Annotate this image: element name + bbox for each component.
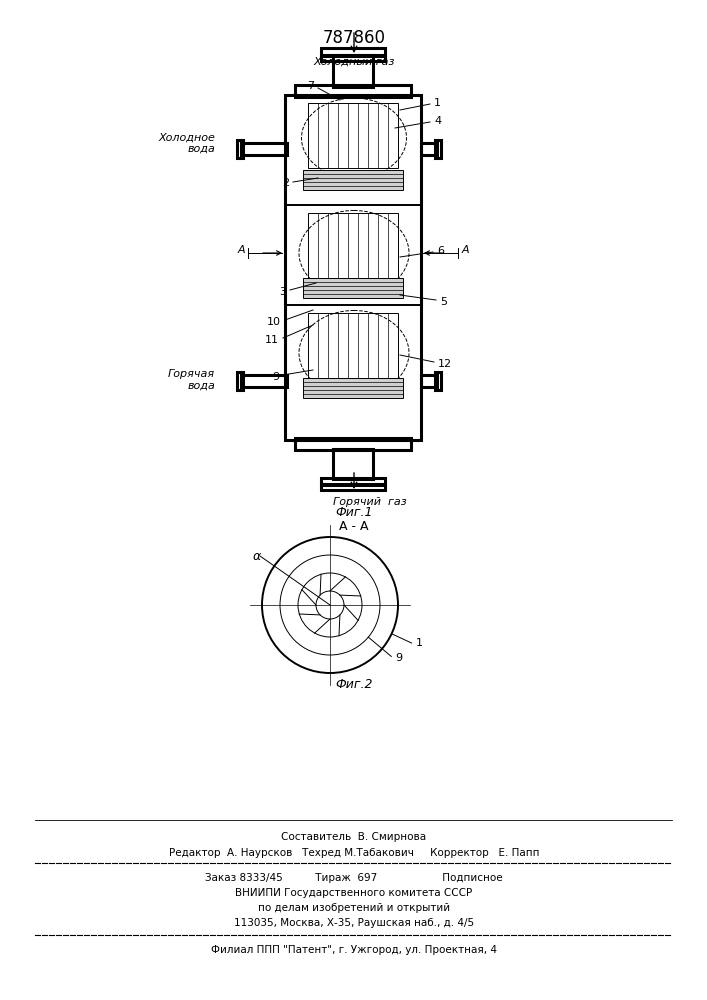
Bar	[321, 48, 385, 56]
Bar	[333, 55, 373, 87]
Bar	[435, 372, 441, 390]
Text: ВНИИПИ Государственного комитета СССР: ВНИИПИ Государственного комитета СССР	[235, 888, 472, 898]
Bar	[237, 140, 243, 158]
Text: 787860: 787860	[322, 29, 385, 47]
Text: 12: 12	[438, 359, 452, 369]
Bar	[321, 478, 385, 485]
Bar	[321, 484, 385, 490]
Bar	[303, 278, 403, 298]
Bar	[308, 213, 398, 278]
Bar	[295, 85, 411, 97]
Text: Редактор  А. Наурсков   Техред М.Табакович     Корректор   Е. Папп: Редактор А. Наурсков Техред М.Табакович …	[169, 848, 539, 858]
Text: 2: 2	[282, 178, 289, 188]
Text: по делам изобретений и открытий: по делам изобретений и открытий	[258, 903, 450, 913]
Bar	[303, 170, 403, 190]
Text: А - А: А - А	[339, 520, 369, 534]
Text: 113035, Москва, Х-35, Раушская наб., д. 4/5: 113035, Москва, Х-35, Раушская наб., д. …	[234, 918, 474, 928]
Bar	[241, 143, 287, 155]
Bar	[333, 449, 373, 479]
Bar	[303, 378, 403, 398]
Text: А: А	[238, 245, 245, 255]
Bar	[295, 438, 411, 450]
Text: Холодный газ: Холодный газ	[313, 57, 395, 67]
Text: Фиг.1: Фиг.1	[335, 506, 373, 520]
Bar	[308, 313, 398, 378]
Bar	[308, 103, 398, 168]
Text: 6: 6	[437, 246, 444, 256]
Text: Филиал ППП "Патент", г. Ужгород, ул. Проектная, 4: Филиал ППП "Патент", г. Ужгород, ул. Про…	[211, 945, 497, 955]
Text: 1: 1	[416, 638, 423, 648]
Text: Горячий  газ: Горячий газ	[333, 497, 407, 507]
Text: Горячая
вода: Горячая вода	[168, 369, 215, 391]
Text: Заказ 8333/45          Тираж  697                    Подписное: Заказ 8333/45 Тираж 697 Подписное	[205, 873, 503, 883]
Text: 9: 9	[272, 372, 279, 382]
Text: 10: 10	[267, 317, 281, 327]
Text: 5: 5	[440, 297, 447, 307]
Bar	[321, 55, 385, 61]
Text: Фиг.2: Фиг.2	[335, 678, 373, 692]
Text: 11: 11	[265, 335, 279, 345]
Bar	[285, 95, 421, 440]
Text: 7: 7	[307, 81, 314, 91]
Text: α: α	[252, 550, 260, 563]
Text: Составитель  В. Смирнова: Составитель В. Смирнова	[281, 832, 426, 842]
Text: Холодное
вода: Холодное вода	[158, 132, 215, 154]
Bar	[241, 375, 287, 387]
Bar	[421, 375, 437, 387]
Bar	[421, 143, 437, 155]
Text: 1: 1	[434, 98, 441, 108]
Bar	[435, 140, 441, 158]
Text: А: А	[462, 245, 469, 255]
Text: 9: 9	[395, 653, 402, 663]
Text: 3: 3	[279, 287, 286, 297]
Text: 4: 4	[434, 116, 441, 126]
Bar	[237, 372, 243, 390]
